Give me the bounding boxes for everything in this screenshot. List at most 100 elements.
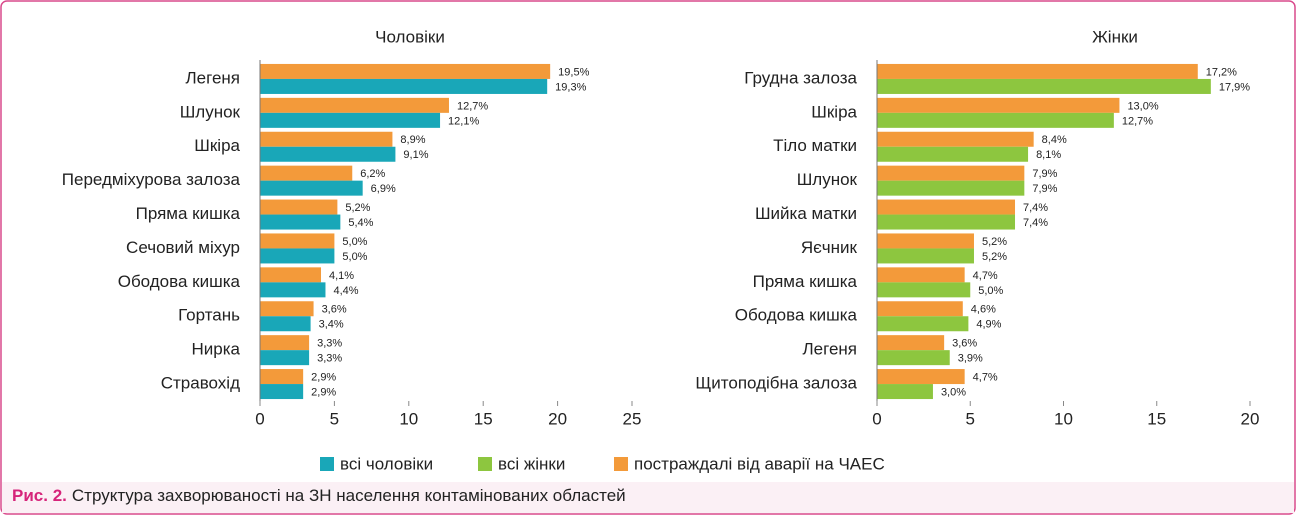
bar	[260, 369, 304, 385]
value-label: 5,2%	[982, 236, 1007, 248]
bar	[260, 350, 310, 366]
x-tick-label: 25	[623, 409, 642, 428]
value-label: 8,9%	[400, 134, 425, 146]
value-label: 2,9%	[311, 371, 336, 383]
category-label: Шкіра	[194, 136, 240, 155]
x-tick-label: 10	[1054, 409, 1073, 428]
bar	[877, 199, 1016, 215]
category-label: Легеня	[803, 340, 858, 359]
bar	[260, 78, 548, 94]
bar	[877, 248, 974, 264]
bar	[260, 131, 393, 147]
bar	[877, 78, 1211, 94]
value-label: 4,4%	[333, 285, 358, 297]
x-tick-label: 20	[548, 409, 567, 428]
legend-label: всі жінки	[498, 454, 565, 473]
bar	[877, 97, 1120, 113]
bar	[877, 316, 969, 332]
caption-label: Рис. 2.	[12, 486, 67, 505]
category-label: Ободова кишка	[118, 272, 241, 291]
value-label: 3,6%	[322, 304, 347, 316]
bar	[877, 112, 1114, 128]
bar	[260, 316, 311, 332]
value-label: 8,1%	[1036, 149, 1061, 161]
bar	[260, 165, 353, 181]
value-label: 4,1%	[329, 270, 354, 282]
value-label: 7,9%	[1032, 183, 1057, 195]
bar	[260, 180, 363, 196]
value-label: 2,9%	[311, 386, 336, 398]
chart-title: Чоловіки	[375, 27, 445, 46]
bar	[877, 282, 971, 298]
value-label: 8,4%	[1042, 134, 1067, 146]
legend-swatch	[478, 457, 492, 471]
bar	[260, 63, 551, 79]
value-label: 12,1%	[448, 115, 479, 127]
caption-text: Структура захворюваності на ЗН населення…	[72, 486, 626, 505]
bar	[260, 248, 335, 264]
x-tick-label: 15	[1147, 409, 1166, 428]
value-label: 4,6%	[971, 304, 996, 316]
value-label: 19,5%	[558, 66, 589, 78]
bar	[877, 146, 1029, 162]
category-label: Грудна залоза	[744, 68, 857, 87]
category-label: Тіло матки	[773, 136, 857, 155]
x-tick-label: 5	[966, 409, 975, 428]
value-label: 9,1%	[403, 149, 428, 161]
value-label: 5,0%	[342, 251, 367, 263]
bar	[260, 146, 396, 162]
value-label: 3,3%	[317, 338, 342, 350]
bar	[877, 180, 1025, 196]
value-label: 19,3%	[555, 81, 586, 93]
value-label: 13,0%	[1127, 100, 1158, 112]
value-label: 4,9%	[976, 319, 1001, 331]
bar	[877, 335, 945, 351]
category-label: Пряма кишка	[136, 204, 241, 223]
value-label: 3,9%	[958, 353, 983, 365]
bar	[260, 214, 341, 230]
bar	[877, 369, 965, 385]
category-label: Сечовий міхур	[126, 238, 240, 257]
value-label: 6,2%	[360, 168, 385, 180]
category-label: Нирка	[192, 340, 241, 359]
value-label: 3,3%	[317, 353, 342, 365]
bar	[877, 233, 974, 249]
chart-title: Жінки	[1092, 27, 1138, 46]
bar	[260, 112, 441, 128]
value-label: 5,2%	[982, 251, 1007, 263]
legend-swatch	[320, 457, 334, 471]
category-label: Шийка матки	[755, 204, 857, 223]
value-label: 6,9%	[371, 183, 396, 195]
value-label: 3,6%	[952, 338, 977, 350]
bar	[260, 335, 310, 351]
category-label: Пряма кишка	[753, 272, 858, 291]
bar	[260, 233, 335, 249]
category-label: Стравохід	[161, 374, 240, 393]
value-label: 4,7%	[973, 371, 998, 383]
bar	[877, 214, 1016, 230]
value-label: 5,4%	[348, 217, 373, 229]
x-tick-label: 10	[399, 409, 418, 428]
bar	[260, 97, 449, 113]
legend-label: всі чоловіки	[340, 454, 433, 473]
category-label: Яєчник	[801, 238, 858, 257]
category-label: Передміхурова залоза	[62, 170, 241, 189]
bar	[260, 301, 314, 317]
value-label: 7,4%	[1023, 217, 1048, 229]
x-tick-label: 0	[872, 409, 881, 428]
bar	[260, 384, 304, 400]
bar	[877, 267, 965, 283]
category-label: Гортань	[178, 306, 240, 325]
bar	[260, 267, 322, 283]
x-tick-label: 5	[330, 409, 339, 428]
category-label: Шкіра	[811, 102, 857, 121]
caption-band	[2, 482, 1294, 513]
bar	[877, 350, 950, 366]
category-label: Легеня	[186, 68, 241, 87]
category-label: Шлунок	[180, 102, 241, 121]
bar	[877, 131, 1034, 147]
category-label: Щитоподібна залоза	[695, 374, 857, 393]
value-label: 3,0%	[941, 386, 966, 398]
